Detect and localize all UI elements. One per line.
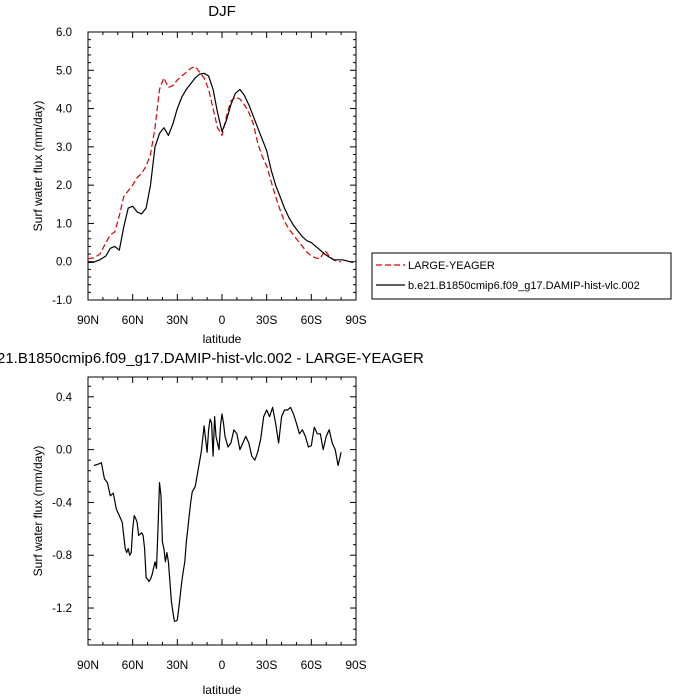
top-y-tick-label: 5.0	[56, 65, 72, 77]
bottom-y-tick-label: -0.8	[52, 550, 72, 562]
top-plot-frame	[87, 31, 357, 301]
bottom-x-tick-label: 90S	[345, 658, 366, 672]
legend-box	[371, 252, 672, 300]
top-y-axis-label: Surf water flux (mm/day)	[31, 101, 45, 232]
legend: LARGE-YEAGER b.e21.B1850cmip6.f09_g17.DA…	[371, 252, 672, 300]
bottom-chart-title: b.e21.B1850cmip6.f09_g17.DAMIP-hist-vlc.…	[0, 350, 424, 367]
top-x-tick-label: 0	[219, 313, 226, 327]
top-x-tick-label: 60S	[301, 313, 322, 327]
bottom-y-tick-label: 0.0	[56, 445, 72, 457]
bottom-y-tick-label: 0.4	[56, 392, 73, 404]
top-x-tick-label: 30N	[166, 313, 188, 327]
top-x-tick-label: 30S	[256, 313, 277, 327]
bottom-y-tick-label: -1.2	[52, 603, 72, 615]
top-series-line-1	[87, 72, 354, 264]
top-series-lines	[87, 65, 354, 264]
bottom-x-tick-label: 90N	[77, 658, 99, 672]
bottom-panel: b.e21.B1850cmip6.f09_g17.DAMIP-hist-vlc.…	[0, 350, 424, 697]
bottom-axis-ticks: 90N 60N 30N 0 30S 60S 90S -1.2 -0.8 -0.4 0.0 0.4	[52, 377, 367, 672]
top-y-tick-label: 1.0	[56, 218, 72, 230]
top-panel: DJF 90N 60N 30N 0 30S 60S 90S -1.0 0.0 1.0 2.0 3.0 4…	[31, 3, 367, 346]
top-x-tick-label: 90N	[77, 313, 99, 327]
top-x-tick-label: 90S	[345, 313, 366, 327]
legend-label-damip: b.e21.B1850cmip6.f09_g17.DAMIP-hist-vlc.…	[408, 280, 640, 292]
bottom-x-tick-label: 60N	[122, 658, 144, 672]
bottom-x-tick-label: 30N	[166, 658, 188, 672]
bottom-y-axis-label: Surf water flux (mm/day)	[31, 446, 45, 577]
top-y-tick-label: 2.0	[56, 180, 72, 192]
top-chart-title: DJF	[208, 3, 236, 20]
bottom-x-axis-label: latitude	[203, 683, 242, 697]
top-y-tick-label: 6.0	[56, 27, 72, 39]
legend-label-large-yeager: LARGE-YEAGER	[408, 260, 495, 272]
top-y-tick-label: 0.0	[56, 257, 72, 269]
top-series-line-0	[87, 65, 342, 263]
top-y-tick-label: -1.0	[52, 295, 72, 307]
bottom-y-tick-label: -0.4	[52, 497, 72, 509]
top-y-tick-label: 4.0	[56, 104, 72, 116]
top-axis-ticks: 90N 60N 30N 0 30S 60S 90S -1.0 0.0 1.0 2.0 3.0 4.0 5.…	[52, 27, 367, 327]
top-x-axis-label: latitude	[203, 332, 242, 346]
bottom-x-tick-label: 60S	[301, 658, 322, 672]
top-x-tick-label: 60N	[122, 313, 144, 327]
bottom-series-lines	[93, 406, 342, 622]
bottom-series-line-0	[93, 406, 342, 622]
bottom-x-tick-label: 30S	[256, 658, 277, 672]
top-y-tick-label: 3.0	[56, 142, 72, 154]
bottom-x-tick-label: 0	[219, 658, 226, 672]
